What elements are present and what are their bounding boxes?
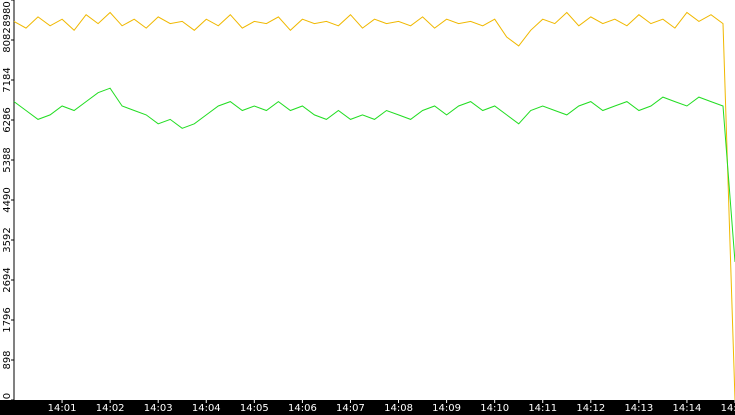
series-line [13,87,735,262]
x-tick-label: 14:15 [721,403,735,414]
y-tick-label: 6286 [2,107,13,132]
x-tick-label: 14:07 [336,403,365,414]
x-tick-label: 14:13 [624,403,653,414]
x-tick-label: 14:03 [144,403,173,414]
series-line [13,11,735,401]
y-tick-label: 1796 [2,307,13,332]
y-tick-label: 898 [2,350,13,369]
y-tick-label: 2694 [2,267,13,292]
x-tick-label: 14:10 [480,403,509,414]
x-tick-label: 14:12 [576,403,605,414]
y-tick-label: 5388 [2,147,13,172]
y-tick-label: 7184 [2,67,13,92]
x-tick-label: 14:09 [432,403,461,414]
y-tick-label: 0 [2,393,13,399]
x-tick-label: 14:11 [528,403,557,414]
x-axis-band [0,400,735,415]
x-tick-label: 14:04 [192,403,221,414]
x-tick-label: 14:01 [48,403,77,414]
x-tick-label: 14:02 [96,403,125,414]
x-tick-label: 14:14 [673,403,702,414]
x-tick-label: 14:08 [384,403,413,414]
y-tick-label: 4490 [2,187,13,212]
y-tick-label: 8980 [2,1,13,26]
y-tick-label: 3592 [2,227,13,252]
x-tick-label: 14:05 [240,403,269,414]
y-tick-label: 8082 [2,27,13,52]
x-tick-label: 14:06 [288,403,317,414]
